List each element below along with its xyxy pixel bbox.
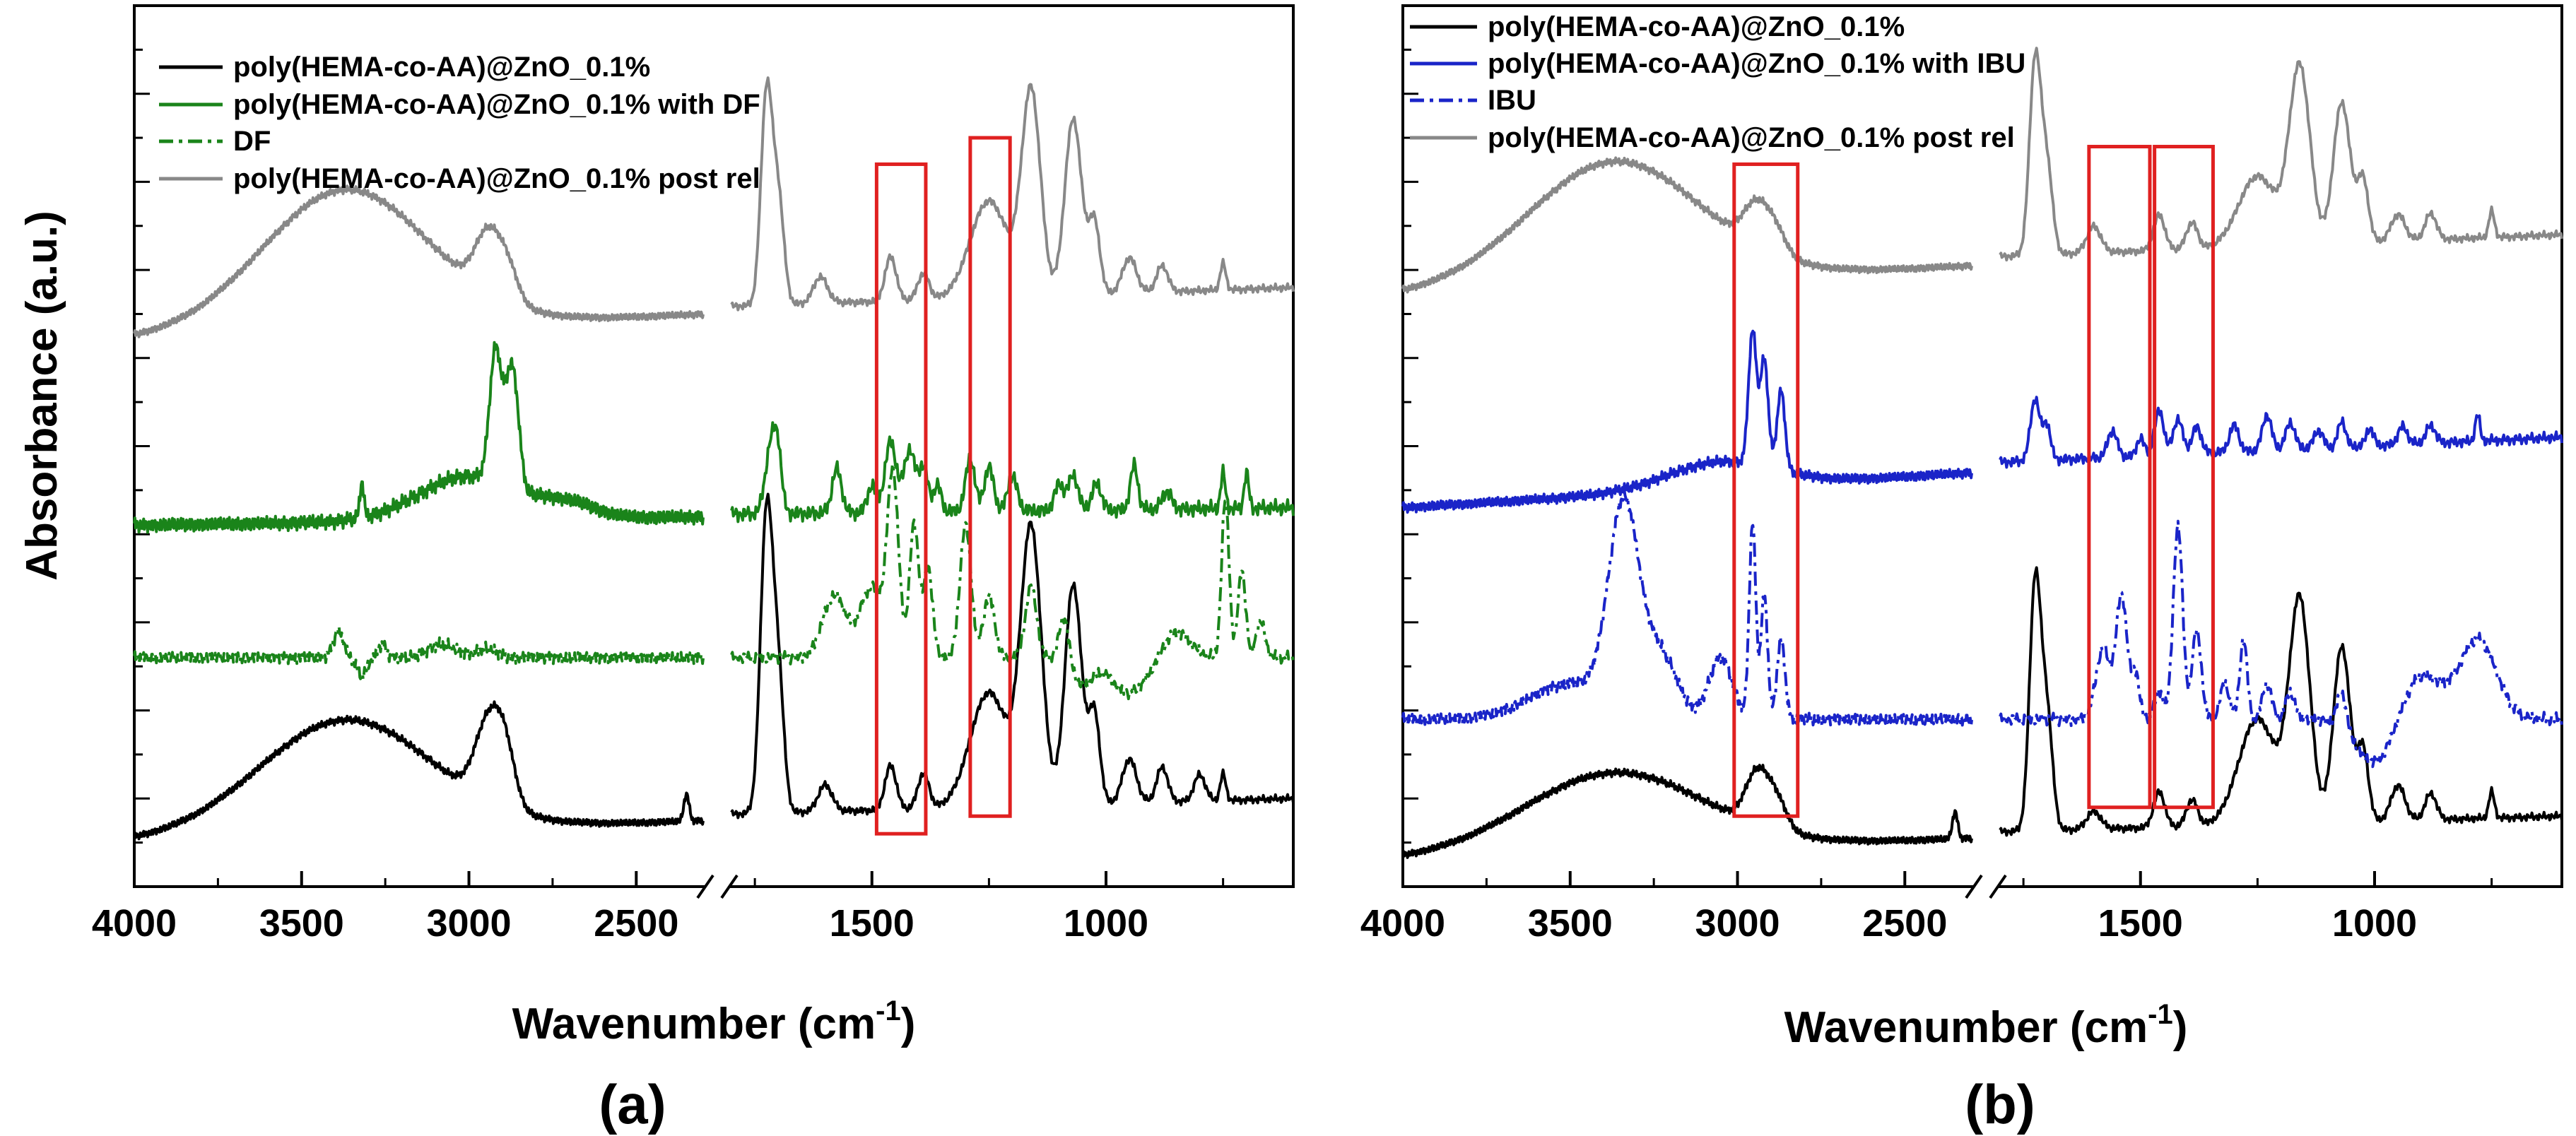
x-axis-title-a-main: Wavenumber (cm bbox=[512, 1000, 876, 1048]
series-a-1-segment-1 bbox=[133, 700, 705, 841]
x-tick-label-b-6: 1000 bbox=[2332, 902, 2417, 945]
x-tick-label-b-2: 3500 bbox=[1528, 902, 1613, 945]
y-ticks-a bbox=[134, 4, 150, 888]
x-tick-labels-a: 4000 3500 3000 2500 1500 1000 bbox=[92, 902, 1148, 945]
legend-b-label-2: poly(HEMA-co-AA)@ZnO_0.1% with IBU bbox=[1488, 48, 2025, 79]
series-group-b bbox=[1401, 47, 2563, 859]
x-tick-labels-b: 4000 3500 3000 2500 1500 1000 bbox=[1360, 902, 2417, 945]
series-a-1-segment-2 bbox=[730, 492, 1295, 820]
x-tick-label-a-4: 2500 bbox=[594, 902, 678, 945]
series-a-2-segment-1 bbox=[133, 341, 705, 534]
legend-b-label-3: IBU bbox=[1488, 85, 1536, 116]
x-tick-label-a-2: 3500 bbox=[259, 902, 344, 945]
highlight-box-a-1 bbox=[874, 162, 928, 836]
x-axis-title-a-close: ) bbox=[901, 1000, 916, 1048]
series-b-1-segment-2 bbox=[1999, 566, 2563, 837]
series-group-a bbox=[133, 76, 1295, 841]
axis-break-a bbox=[696, 874, 739, 899]
highlight-box-b-1 bbox=[1732, 162, 1800, 818]
series-b-3-segment-1 bbox=[1401, 489, 1973, 727]
axis-break-slash-b-2 bbox=[1989, 874, 2007, 899]
axis-break-slash-a-2 bbox=[720, 874, 739, 899]
x-axis-title-b-main: Wavenumber (cm bbox=[1784, 1003, 2148, 1052]
highlight-boxes-a bbox=[874, 136, 1012, 836]
legend-b-label-1: poly(HEMA-co-AA)@ZnO_0.1% bbox=[1488, 11, 1905, 42]
panel-b: 4000 3500 3000 2500 1500 1000 poly(HEMA-co-AA… bbox=[1360, 4, 2563, 1135]
x-axis-title-b: Wavenumber (cm-1) bbox=[1784, 999, 2188, 1052]
series-b-4-segment-2 bbox=[1999, 47, 2563, 262]
axis-break-slash-b-1 bbox=[1965, 874, 1983, 899]
series-b-3-segment-2 bbox=[1999, 519, 2563, 769]
x-tick-label-a-5: 1500 bbox=[830, 902, 914, 945]
x-ticks-a bbox=[133, 871, 1225, 887]
legend-a-label-1: poly(HEMA-co-AA)@ZnO_0.1% bbox=[233, 52, 650, 83]
x-tick-label-b-3: 3000 bbox=[1695, 902, 1780, 945]
legend-a-label-3: DF bbox=[233, 126, 271, 157]
series-a-4-segment-1 bbox=[133, 184, 705, 338]
x-axis-title-a-sup: -1 bbox=[876, 995, 901, 1026]
series-b-4-segment-1 bbox=[1401, 156, 1973, 294]
x-tick-label-b-1: 4000 bbox=[1360, 902, 1445, 945]
x-axis-title-a: Wavenumber (cm-1) bbox=[512, 995, 916, 1048]
highlight-box-b-2 bbox=[2087, 145, 2152, 810]
axis-break-b bbox=[1965, 874, 2007, 899]
series-b-1-segment-1 bbox=[1401, 764, 1973, 859]
x-tick-label-a-6: 1000 bbox=[1064, 902, 1148, 945]
panel-label-a: (a) bbox=[599, 1073, 666, 1135]
x-tick-label-b-4: 2500 bbox=[1862, 902, 1947, 945]
x-tick-label-a-1: 4000 bbox=[92, 902, 177, 945]
panel-label-b: (b) bbox=[1965, 1073, 2035, 1135]
series-b-2-segment-1 bbox=[1401, 329, 1973, 514]
x-axis-title-b-close: ) bbox=[2173, 1003, 2188, 1052]
legend-a-label-2: poly(HEMA-co-AA)@ZnO_0.1% with DF bbox=[233, 89, 760, 120]
legend-a-label-4: poly(HEMA-co-AA)@ZnO_0.1% post rel bbox=[233, 163, 760, 194]
legend-b-label-4: poly(HEMA-co-AA)@ZnO_0.1% post rel bbox=[1488, 122, 2015, 153]
y-axis-title: Absorbance (a.u.) bbox=[18, 211, 66, 581]
x-ticks-b bbox=[1401, 871, 2493, 887]
axis-break-gap-a bbox=[705, 882, 730, 891]
highlight-box-a-2 bbox=[968, 136, 1012, 818]
legend-b: poly(HEMA-co-AA)@ZnO_0.1% poly(HEMA-co-A… bbox=[1410, 11, 2025, 153]
series-b-2-segment-2 bbox=[1999, 396, 2563, 469]
axis-break-gap-b bbox=[1973, 882, 1999, 891]
x-tick-label-b-5: 1500 bbox=[2098, 902, 2183, 945]
series-a-3-segment-2 bbox=[730, 462, 1295, 701]
panel-a: Absorbance (a.u.) 4000 3500 3000 2500 1500 10… bbox=[18, 4, 1295, 1135]
y-ticks-b bbox=[1403, 4, 1418, 888]
series-a-3-segment-1 bbox=[133, 625, 705, 681]
legend-a: poly(HEMA-co-AA)@ZnO_0.1% poly(HEMA-co-A… bbox=[159, 52, 760, 194]
highlight-boxes-b bbox=[1732, 145, 2215, 818]
series-a-4-segment-2 bbox=[730, 76, 1295, 312]
axis-break-slash-a-1 bbox=[696, 874, 714, 899]
x-axis-title-b-sup: -1 bbox=[2148, 999, 2173, 1030]
series-a-2-segment-2 bbox=[730, 421, 1295, 523]
plot-frame-a bbox=[133, 4, 1295, 888]
highlight-box-b-3 bbox=[2153, 145, 2215, 810]
x-tick-label-a-3: 3000 bbox=[426, 902, 511, 945]
